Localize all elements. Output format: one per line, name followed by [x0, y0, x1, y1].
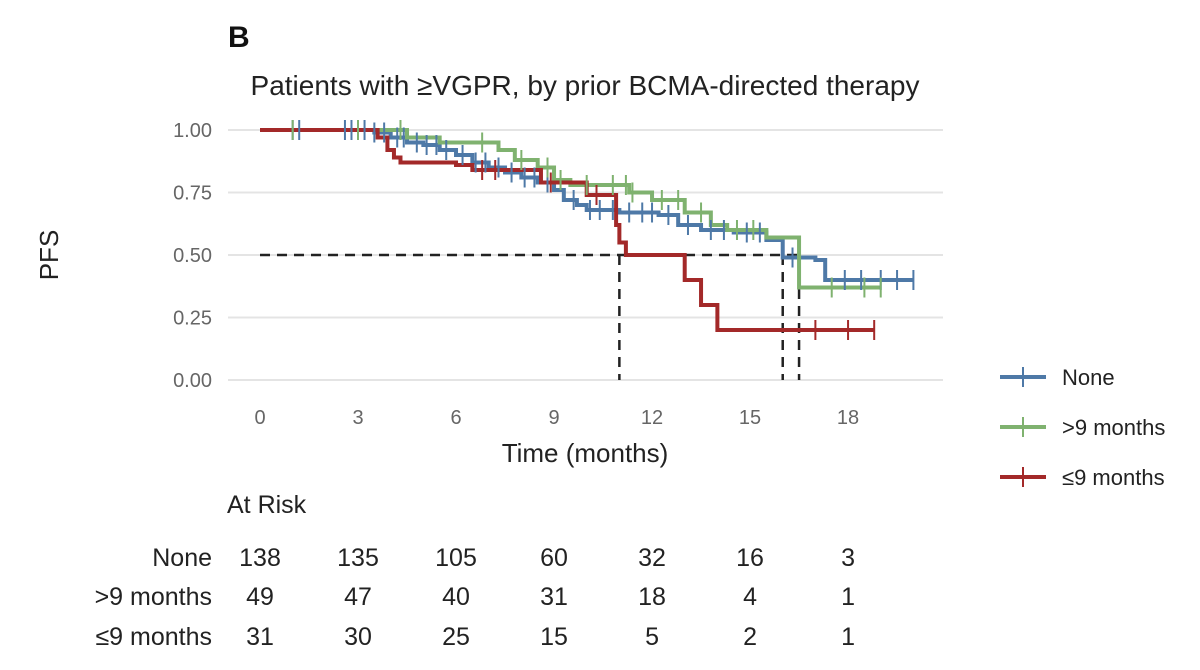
at-risk-value: 3: [841, 544, 855, 572]
x-tick-label: 9: [548, 407, 559, 429]
x-tick-label: 3: [352, 407, 363, 429]
at-risk-value: 60: [540, 544, 568, 572]
km-curve-3: [260, 128, 875, 332]
at-risk-value: 1: [841, 583, 855, 611]
x-tick-label: 18: [837, 407, 859, 429]
at-risk-value: 5: [645, 623, 659, 651]
x-tick-labels: 0 3 6 9 12 15 18: [254, 407, 859, 429]
at-risk-value: 135: [337, 544, 379, 572]
at-risk-row-label: None: [152, 544, 212, 572]
legend-label: >9 months: [1062, 415, 1165, 440]
at-risk-value: 31: [246, 623, 274, 651]
at-risk-value: 30: [344, 623, 372, 651]
at-risk-row-label: >9 months: [95, 583, 212, 611]
at-risk-value: 40: [442, 583, 470, 611]
at-risk-value: 31: [540, 583, 568, 611]
legend: None >9 months ≤9 months: [1000, 365, 1165, 490]
at-risk-table: None 138 135 105 60 32 16 3 >9 months 49 47 40 31 18 4…: [95, 544, 855, 651]
x-tick-label: 12: [641, 407, 663, 429]
at-risk-title: At Risk: [227, 491, 307, 519]
at-risk-value: 105: [435, 544, 477, 572]
at-risk-value: 49: [246, 583, 274, 611]
at-risk-value: 18: [638, 583, 666, 611]
x-tick-label: 0: [254, 407, 265, 429]
at-risk-value: 25: [442, 623, 470, 651]
at-risk-row-label: ≤9 months: [95, 623, 212, 651]
km-curve-2: [260, 128, 881, 290]
panel-label: B: [228, 21, 250, 54]
y-axis-label: PFS: [34, 230, 64, 281]
y-tick-label: 0.00: [173, 370, 212, 392]
y-tick-labels: 0.00 0.25 0.50 0.75 1.00: [173, 120, 212, 392]
y-tick-label: 0.25: [173, 308, 212, 330]
legend-label: ≤9 months: [1062, 465, 1165, 490]
at-risk-value: 16: [736, 544, 764, 572]
y-tick-label: 1.00: [173, 120, 212, 142]
x-tick-label: 6: [450, 407, 461, 429]
censor-marks: [291, 120, 915, 340]
y-tick-label: 0.75: [173, 183, 212, 205]
at-risk-value: 138: [239, 544, 281, 572]
km-curve-1: [260, 128, 914, 282]
x-tick-label: 15: [739, 407, 761, 429]
at-risk-value: 1: [841, 623, 855, 651]
at-risk-value: 4: [743, 583, 757, 611]
at-risk-value: 32: [638, 544, 666, 572]
at-risk-value: 47: [344, 583, 372, 611]
chart-title: Patients with ≥VGPR, by prior BCMA-direc…: [251, 70, 920, 101]
at-risk-value: 15: [540, 623, 568, 651]
y-tick-label: 0.50: [173, 245, 212, 267]
x-axis-label: Time (months): [502, 438, 669, 468]
at-risk-value: 2: [743, 623, 757, 651]
legend-label: None: [1062, 365, 1115, 390]
survival-curves: [260, 128, 914, 332]
